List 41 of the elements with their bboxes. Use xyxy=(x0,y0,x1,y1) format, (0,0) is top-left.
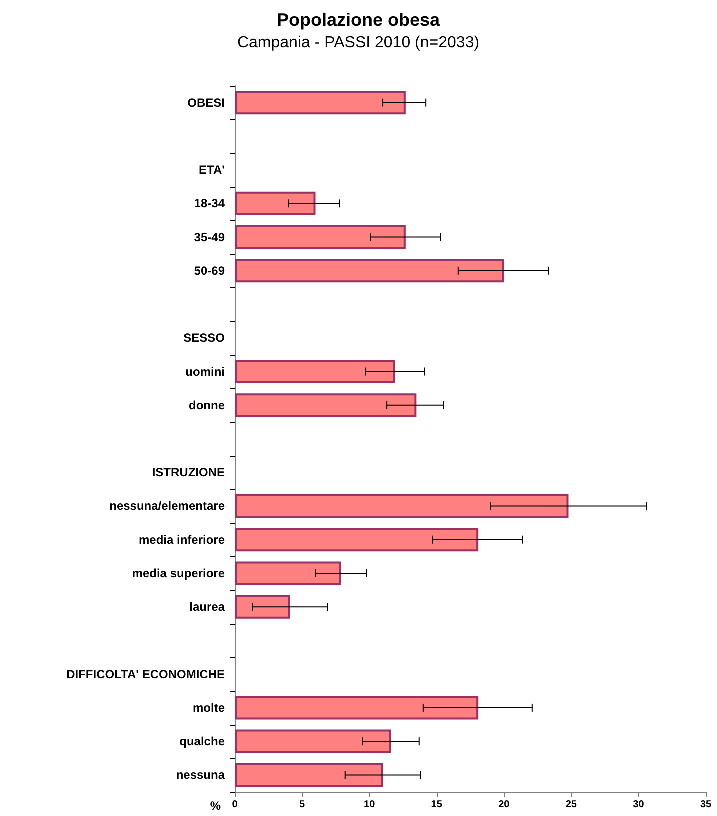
y-tick-label: SESSO xyxy=(184,331,225,346)
bar xyxy=(235,259,504,283)
bar xyxy=(235,562,342,586)
bar xyxy=(235,91,406,115)
bar xyxy=(235,226,406,250)
y-tick-label: nessuna xyxy=(176,768,226,782)
y-tick-label: qualche xyxy=(180,734,226,749)
bar xyxy=(235,394,417,418)
y-tick-label: 18-34 xyxy=(194,196,226,211)
y-tick-label: media inferiore xyxy=(138,532,226,547)
x-axis-title: % xyxy=(210,799,222,813)
y-tick-label: OBESI xyxy=(188,96,225,110)
bar xyxy=(235,730,392,754)
bar xyxy=(235,528,479,552)
x-tick-label: 5 xyxy=(300,800,306,810)
bar xyxy=(235,763,384,787)
y-tick-label: media superiore xyxy=(132,566,226,580)
x-tick-label: 35 xyxy=(700,800,712,810)
y-tick-label: ISTRUZIONE xyxy=(152,466,225,480)
bar xyxy=(235,494,569,518)
x-tick-label: 20 xyxy=(498,800,510,810)
chart-subtitle: Campania - PASSI 2010 (n=2033) xyxy=(237,34,480,52)
y-tick-label: DIFFICOLTA' ECONOMICHE xyxy=(66,667,225,682)
y-tick-label: 50-69 xyxy=(194,264,226,278)
x-tick-label: 15 xyxy=(431,800,443,810)
x-tick-label: 25 xyxy=(566,800,578,810)
bar xyxy=(235,360,396,384)
bar xyxy=(235,595,290,619)
y-tick-label: nessuna/elementare xyxy=(110,499,226,514)
x-tick-label: 0 xyxy=(232,800,238,810)
y-tick-label: ETA' xyxy=(199,163,226,178)
bar xyxy=(235,192,316,216)
chart-title: Popolazione obesa xyxy=(276,10,441,30)
y-tick-label: laurea xyxy=(190,600,226,614)
y-tick-label: molte xyxy=(192,700,226,715)
y-tick-label: donne xyxy=(189,398,226,412)
y-tick-label: uomini xyxy=(186,364,225,379)
y-tick-label: 35-49 xyxy=(194,230,226,244)
x-tick-label: 30 xyxy=(633,800,645,810)
bar xyxy=(235,696,479,720)
x-tick-label: 10 xyxy=(364,800,376,810)
